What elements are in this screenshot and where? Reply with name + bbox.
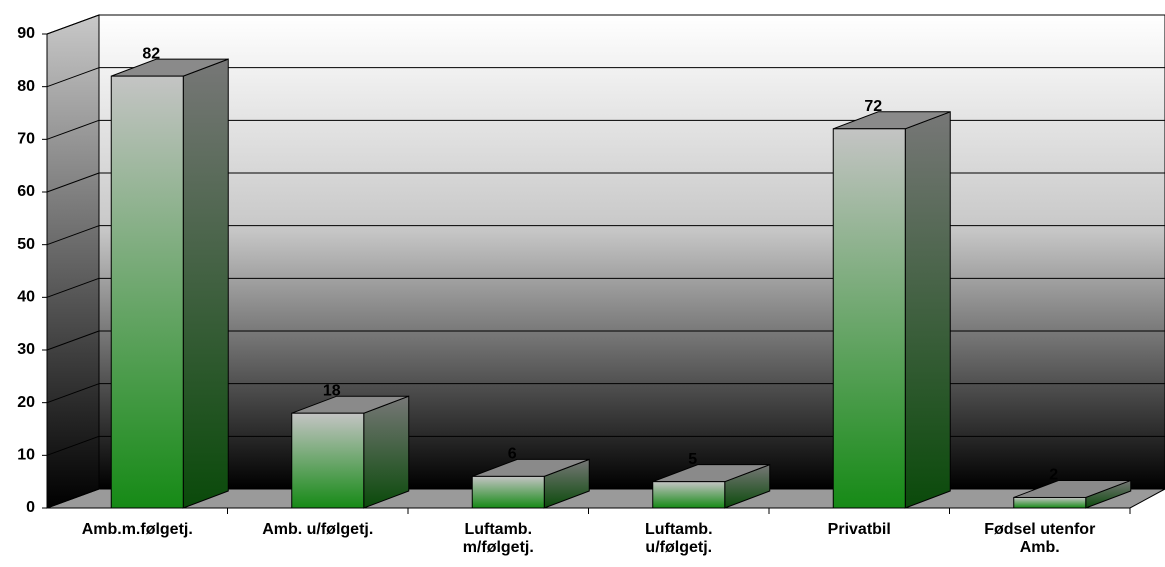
y-tick-label: 80 xyxy=(17,78,35,95)
bar-side xyxy=(363,395,410,509)
back-wall xyxy=(98,14,1165,490)
value-label: 72 xyxy=(864,98,882,115)
bar xyxy=(110,75,184,509)
bar-side xyxy=(182,58,229,509)
grid-line xyxy=(46,488,100,509)
bar xyxy=(291,412,365,509)
y-tick-label: 20 xyxy=(17,394,35,411)
value-label: 5 xyxy=(688,451,697,468)
x-tick-label: Luftamb. u/følgetj. xyxy=(645,521,713,556)
x-tick-label: Amb. u/følgetj. xyxy=(262,521,373,538)
side-wall xyxy=(46,14,100,509)
bar xyxy=(652,481,726,509)
grid-line xyxy=(46,172,100,193)
y-tick-label: 50 xyxy=(17,236,35,253)
value-label: 2 xyxy=(1049,467,1058,484)
y-tick-label: 90 xyxy=(17,25,35,42)
bar xyxy=(832,128,906,509)
grid-line xyxy=(46,383,100,404)
x-tick-label: Luftamb. m/følgetj. xyxy=(463,521,534,556)
grid-line xyxy=(46,67,100,88)
y-tick-label: 60 xyxy=(17,183,35,200)
grid-line xyxy=(46,119,100,140)
bar-side xyxy=(904,111,951,509)
bar xyxy=(1013,496,1087,509)
bar xyxy=(471,475,545,509)
grid-line xyxy=(46,277,100,298)
value-label: 6 xyxy=(508,446,517,463)
grid-line xyxy=(46,330,100,351)
y-tick-label: 30 xyxy=(17,341,35,358)
grid-line xyxy=(46,435,100,456)
y-tick-label: 10 xyxy=(17,447,35,464)
x-tick-label: Amb.m.følgetj. xyxy=(82,521,193,538)
value-label: 18 xyxy=(323,382,341,399)
y-tick-label: 0 xyxy=(26,499,35,516)
y-tick-label: 40 xyxy=(17,289,35,306)
x-tick-label: Privatbil xyxy=(828,521,891,538)
y-tick-label: 70 xyxy=(17,131,35,148)
value-label: 82 xyxy=(142,45,160,62)
grid-line xyxy=(46,14,100,35)
x-tick-label: Fødsel utenfor Amb. xyxy=(984,521,1095,556)
grid-line xyxy=(46,225,100,246)
